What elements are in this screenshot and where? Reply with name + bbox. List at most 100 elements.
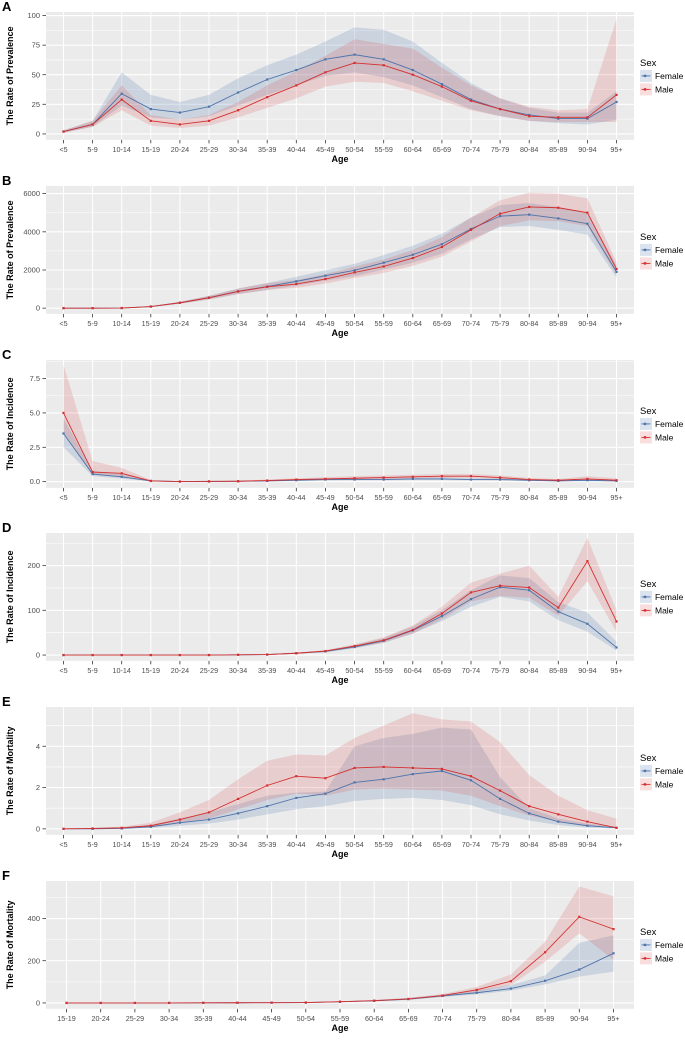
ci-ribbon-female <box>63 418 617 482</box>
svg-text:50: 50 <box>32 70 40 79</box>
svg-text:<5: <5 <box>59 145 67 154</box>
svg-text:0: 0 <box>36 651 40 660</box>
svg-text:15-19: 15-19 <box>142 145 160 154</box>
svg-text:95+: 95+ <box>610 145 622 154</box>
svg-text:45-49: 45-49 <box>316 492 334 501</box>
svg-text:35-39: 35-39 <box>258 492 276 501</box>
svg-text:40-44: 40-44 <box>287 840 305 849</box>
plot-background <box>46 533 634 662</box>
svg-text:75-79: 75-79 <box>491 145 509 154</box>
line-male <box>63 560 617 656</box>
svg-text:60-64: 60-64 <box>404 840 422 849</box>
svg-text:4: 4 <box>36 742 40 751</box>
svg-text:80-84: 80-84 <box>502 1014 520 1023</box>
ci-ribbon-male <box>63 713 617 830</box>
points-male <box>62 411 618 483</box>
panel-a-prevalence-chart: 0 25 50 75 100 <5 5-9 10-14 15-19 20-24 25-29 30-34… <box>2 0 684 164</box>
svg-text:55-59: 55-59 <box>374 666 392 675</box>
legend-title: Sex <box>640 927 657 938</box>
x-axis-title: Age <box>332 849 349 859</box>
svg-text:50-54: 50-54 <box>297 1014 315 1023</box>
svg-text:90-94: 90-94 <box>570 1014 588 1023</box>
legend-title: Sex <box>640 232 657 243</box>
panel-letter: B <box>2 174 11 188</box>
svg-text:80-84: 80-84 <box>520 666 538 675</box>
legend: Sex Female Male <box>640 579 684 617</box>
panel-letter: D <box>2 521 11 535</box>
svg-text:30-34: 30-34 <box>160 1014 178 1023</box>
svg-text:25-29: 25-29 <box>200 492 218 501</box>
plot-background <box>46 11 634 140</box>
line-male <box>63 412 617 482</box>
svg-text:30-34: 30-34 <box>229 840 247 849</box>
svg-text:4000: 4000 <box>23 227 40 236</box>
svg-text:15-19: 15-19 <box>142 319 160 328</box>
svg-text:0.0: 0.0 <box>30 477 40 486</box>
svg-text:90-94: 90-94 <box>578 319 596 328</box>
svg-text:50-54: 50-54 <box>345 840 363 849</box>
svg-text:65-69: 65-69 <box>433 319 451 328</box>
grid-minor <box>46 212 634 290</box>
svg-text:80-84: 80-84 <box>520 145 538 154</box>
svg-text:0: 0 <box>36 130 40 139</box>
svg-text:65-69: 65-69 <box>433 492 451 501</box>
svg-text:90-94: 90-94 <box>578 840 596 849</box>
svg-text:5-9: 5-9 <box>87 145 97 154</box>
panel-letter: F <box>2 869 10 883</box>
svg-text:95+: 95+ <box>607 1014 619 1023</box>
svg-text:75-79: 75-79 <box>491 319 509 328</box>
svg-text:5-9: 5-9 <box>87 492 97 501</box>
grid-major <box>46 185 634 314</box>
svg-text:55-59: 55-59 <box>374 145 392 154</box>
svg-text:25: 25 <box>32 100 40 109</box>
panel-letter: C <box>2 348 12 362</box>
svg-text:35-39: 35-39 <box>258 666 276 675</box>
svg-text:7.5: 7.5 <box>30 374 40 383</box>
y-axis-title: The Rate of Incidence <box>5 551 15 644</box>
svg-text:45-49: 45-49 <box>316 840 334 849</box>
svg-text:45-49: 45-49 <box>262 1014 280 1023</box>
svg-text:2000: 2000 <box>23 265 40 274</box>
svg-text:55-59: 55-59 <box>374 319 392 328</box>
y-axis: 0 100 200 <box>27 562 46 660</box>
points-male <box>62 766 618 831</box>
svg-text:95+: 95+ <box>610 666 622 675</box>
svg-text:6000: 6000 <box>23 189 40 198</box>
svg-text:30-34: 30-34 <box>229 145 247 154</box>
svg-text:2.5: 2.5 <box>30 442 40 451</box>
svg-text:60-64: 60-64 <box>404 666 422 675</box>
grid-major <box>46 359 634 488</box>
svg-text:65-69: 65-69 <box>433 840 451 849</box>
svg-text:45-49: 45-49 <box>316 145 334 154</box>
legend-label-male: Male <box>655 432 674 442</box>
svg-text:80-84: 80-84 <box>520 492 538 501</box>
svg-text:0: 0 <box>36 999 40 1008</box>
svg-text:0: 0 <box>36 304 40 313</box>
grid-major <box>46 707 634 836</box>
svg-text:40-44: 40-44 <box>287 319 305 328</box>
svg-text:20-24: 20-24 <box>171 666 189 675</box>
y-axis-title: The Rate of Mortality <box>5 900 15 989</box>
svg-text:85-89: 85-89 <box>549 666 567 675</box>
x-axis: 15-19 20-24 25-29 30-34 35-39 40-44 45-49 50-54… <box>57 1008 620 1023</box>
legend: Sex Female Male <box>640 753 684 791</box>
ci-ribbon-male <box>63 192 617 308</box>
svg-text:90-94: 90-94 <box>578 492 596 501</box>
x-axis-title: Age <box>332 501 349 511</box>
svg-text:75: 75 <box>32 41 40 50</box>
svg-text:20-24: 20-24 <box>171 840 189 849</box>
svg-text:<5: <5 <box>59 319 67 328</box>
svg-text:20-24: 20-24 <box>91 1014 109 1023</box>
svg-text:90-94: 90-94 <box>578 666 596 675</box>
svg-text:55-59: 55-59 <box>331 1014 349 1023</box>
legend: Sex Female Male <box>640 927 684 965</box>
x-axis: <5 5-9 10-14 15-19 20-24 25-29 30-34 35-39 40-44… <box>59 139 623 154</box>
ci-ribbon-female <box>63 202 617 308</box>
points-male <box>62 560 618 657</box>
y-axis: 0.0 2.5 5.0 7.5 <box>30 374 46 486</box>
svg-text:100: 100 <box>27 11 40 20</box>
svg-text:75-79: 75-79 <box>491 840 509 849</box>
legend: Sex Female Male <box>640 232 684 270</box>
y-axis: 0 200 400 <box>27 914 46 1008</box>
